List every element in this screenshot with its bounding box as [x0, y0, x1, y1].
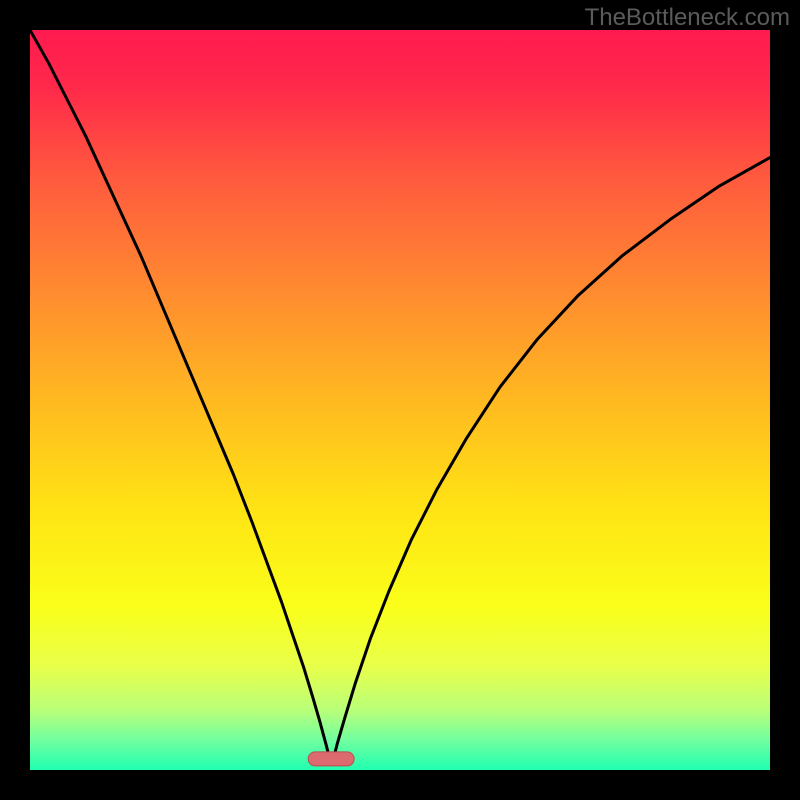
- watermark-text: TheBottleneck.com: [585, 4, 790, 32]
- minimum-marker: [308, 752, 354, 766]
- chart-container: TheBottleneck.com: [0, 0, 800, 800]
- bottleneck-chart: [0, 0, 800, 800]
- plot-background: [30, 30, 770, 770]
